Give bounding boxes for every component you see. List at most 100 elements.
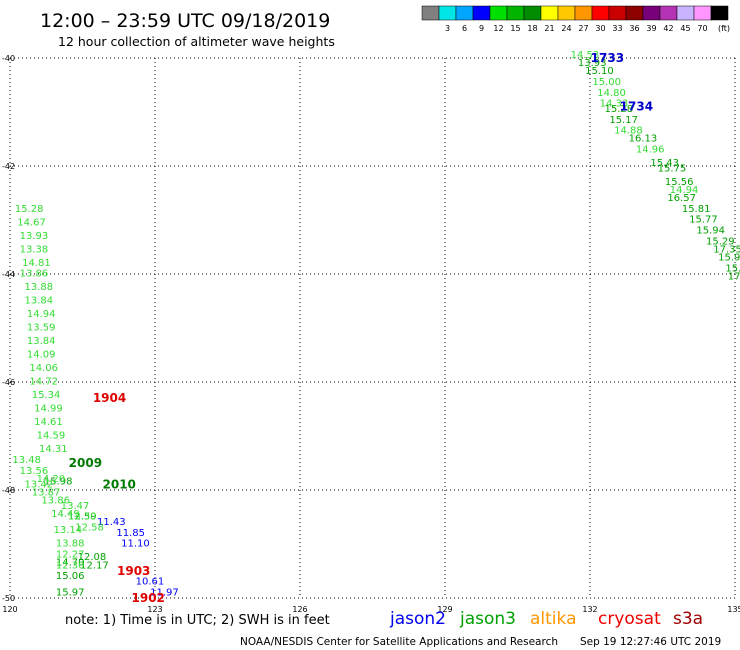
color-label: 36: [629, 24, 639, 33]
swh-value: 15.29: [706, 236, 735, 247]
swh-value: 14.81: [22, 258, 51, 269]
swh-value: 15.43: [650, 158, 679, 169]
swh-value: 14.61: [34, 417, 63, 428]
color-swatch: [557, 5, 576, 21]
color-label: 18: [527, 24, 537, 33]
swh-value: 16.13: [629, 134, 658, 145]
axis-ticks: 120 123 126 129 132 135 -40 -42 -44 -46 -48 -50: [2, 54, 740, 614]
swh-value: 12.27: [56, 550, 85, 561]
footer-agency: NOAA/NESDIS Center for Satellite Applica…: [240, 636, 558, 648]
x-tick-label: 120: [2, 605, 17, 614]
color-swatch: [591, 5, 610, 21]
swh-value: 13.88: [25, 282, 54, 293]
swh-value: 11.85: [116, 528, 145, 539]
y-tick-label: -40: [2, 54, 15, 63]
swh-value: 13.84: [27, 336, 56, 347]
legend-jason3: jason3: [459, 609, 516, 629]
color-swatch: [540, 5, 559, 21]
swh-value: 15.10: [585, 66, 614, 77]
time-label: 1734: [620, 100, 653, 114]
color-scale-bar: 3 6 9 12 15 18 21 24 27 30 33 36 39 42 45 70: [421, 5, 729, 33]
swh-value: 14.94: [27, 309, 56, 320]
y-tick-label: -46: [2, 378, 15, 387]
legend-s3a: s3a: [673, 609, 703, 629]
color-swatch: [608, 5, 627, 21]
color-label: 42: [663, 24, 673, 33]
swh-value: 10.61: [136, 577, 165, 588]
swh-value: 15.34: [32, 390, 61, 401]
x-tick-label: 129: [437, 605, 452, 614]
swh-value: 13.42: [25, 479, 54, 490]
swh-value: 14.72: [29, 377, 58, 388]
color-label: 39: [646, 24, 656, 33]
color-swatch: [489, 5, 508, 21]
color-label: 9: [479, 24, 484, 33]
color-label: 45: [680, 24, 690, 33]
swh-value: 15.28: [15, 204, 44, 215]
swh-value: 13.48: [12, 455, 41, 466]
swh-value: 15.75: [658, 163, 687, 174]
swh-value: 15.94: [696, 226, 725, 237]
time-label: 1904: [93, 391, 126, 405]
swh-value: 13.38: [20, 244, 49, 255]
color-label: 21: [544, 24, 554, 33]
swh-value: 13.84: [25, 296, 54, 307]
swh-value: 13.88: [56, 539, 85, 550]
swh-value: 13.56: [20, 466, 49, 477]
swh-value: 12.59: [68, 512, 97, 523]
color-swatch: [472, 5, 491, 21]
color-swatch: [625, 5, 644, 21]
swh-value: 14.31: [39, 444, 68, 455]
swh-value: 13.86: [41, 496, 70, 507]
color-swatch: [438, 5, 457, 21]
swh-value: 14.67: [17, 217, 46, 228]
x-tick-label: 135: [727, 605, 740, 614]
swh-value: 11.10: [121, 539, 150, 550]
swh-value: 14.20: [37, 474, 66, 485]
swh-value: 12.08: [78, 552, 107, 563]
legend-jason2: jason2: [389, 609, 446, 629]
x-tick-label: 123: [147, 605, 162, 614]
color-label: 3: [445, 24, 450, 33]
x-tick-label: 132: [582, 605, 597, 614]
swh-value: 15.28: [605, 104, 634, 115]
swh-value: 13.14: [54, 525, 83, 536]
swh-value: 13.47: [61, 501, 90, 512]
swh-value: 15.17: [609, 115, 638, 126]
swh-value: 14.94: [670, 185, 699, 196]
color-label: 15: [510, 24, 520, 33]
swh-value: 14.33: [600, 99, 629, 110]
swh-value: 15.77: [689, 215, 718, 226]
units-note: note: 1) Time is in UTC; 2) SWH is in fe…: [65, 613, 330, 628]
swh-value: 14.06: [29, 363, 58, 374]
color-scale-unit: (ft): [718, 24, 730, 33]
swh-value: 14.96: [636, 145, 665, 156]
swh-value: 15.00: [592, 77, 621, 88]
swh-value: 15.97: [718, 253, 740, 264]
swh-value: 17.35: [713, 244, 740, 255]
swh-value: 14.80: [597, 88, 626, 99]
footer-timestamp: Sep 19 12:27:46 UTC 2019: [580, 636, 721, 648]
color-label: 70: [697, 24, 707, 33]
color-label: 27: [578, 24, 588, 33]
swh-value: 15.56: [665, 177, 694, 188]
swh-value: 11.43: [97, 517, 126, 528]
swh-value: 15.81: [682, 204, 711, 215]
y-tick-label: -48: [2, 486, 15, 495]
color-label: 6: [462, 24, 467, 33]
color-swatch: [710, 5, 729, 21]
swh-value: 15.6: [725, 263, 740, 274]
color-swatch: [574, 5, 593, 21]
swh-value: 13.59: [27, 323, 56, 334]
x-tick-label: 126: [292, 605, 307, 614]
swh-value: 14.49: [51, 509, 80, 520]
legend-cryosat: cryosat: [598, 609, 661, 629]
swh-value: 14.99: [34, 404, 63, 415]
y-tick-label: -42: [2, 162, 15, 171]
y-tick-label: -44: [2, 270, 15, 279]
data-points: 11.4311.8511.1010.6111.9713.9315.1015.28…: [12, 50, 740, 598]
swh-value: 14.88: [614, 126, 643, 137]
swh-value: 16.57: [667, 193, 696, 204]
